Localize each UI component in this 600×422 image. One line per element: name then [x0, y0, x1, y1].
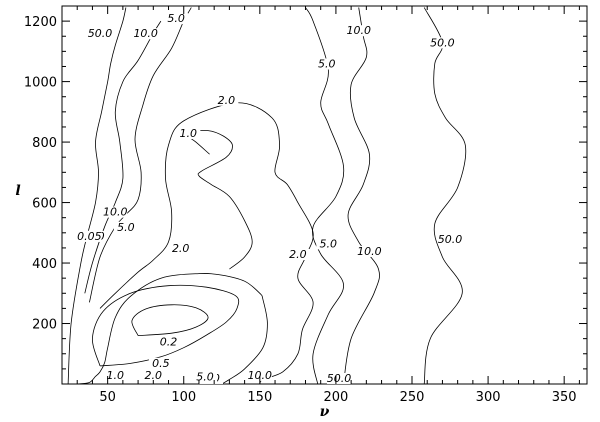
y-tick-label: 1200 — [24, 15, 57, 30]
plot-border — [61, 5, 588, 385]
x-tick-label: 150 — [247, 390, 272, 405]
contour-label: 5.0 — [320, 237, 338, 250]
contour-label: 5.0 — [167, 12, 185, 25]
contour-label-bg — [113, 221, 138, 233]
contour-label-bg — [88, 28, 113, 40]
contour-line — [343, 7, 380, 384]
contour-line — [67, 7, 127, 384]
contour-label: 0.2 — [160, 336, 178, 349]
contour-label: 10.0 — [346, 24, 371, 37]
contour-label: 0.5 — [152, 357, 170, 370]
x-tick-label: 100 — [171, 390, 196, 405]
y-axis: 200 400 600 800 1000 1200 — [24, 5, 587, 370]
contour-label: 50.0 — [430, 36, 455, 49]
plot-frame — [61, 5, 588, 385]
y-axis-label: l — [15, 183, 20, 199]
x-tick-label: 350 — [552, 390, 577, 405]
contour-label: 2.0 — [218, 94, 236, 107]
contour-label-bg — [193, 371, 218, 383]
x-tick-label: 200 — [323, 390, 348, 405]
contour-label-bg — [316, 238, 341, 250]
contour-label-bg — [430, 37, 455, 49]
contour-line — [91, 284, 240, 367]
contour-label: 10.0 — [133, 27, 158, 40]
contour-label: 2.0 — [145, 369, 163, 382]
y-tick-label: 1000 — [24, 76, 57, 91]
contour-label: 50.0 — [327, 372, 352, 385]
x-axis: 50 100 150 200 250 300 350 — [76, 6, 580, 405]
contour-labels: 0.2 0.5 1.0 1.0 2.0 5.0 5.0 10.0 10.0 50.0 50.0 50.… — [77, 12, 462, 385]
contour-label-bg — [164, 13, 189, 25]
contour-line — [187, 130, 253, 270]
y-tick-label: 400 — [32, 257, 57, 272]
contour-lines — [67, 7, 467, 384]
contour-label: 50.0 — [438, 233, 463, 246]
contour-label-bg — [285, 248, 310, 260]
contour-label-bg — [156, 336, 181, 348]
contour-label-bg — [176, 128, 201, 140]
contour-label: 0.05 — [77, 230, 102, 243]
contour-label-bg — [314, 58, 339, 70]
contour-label-bg — [247, 369, 272, 381]
contour-line — [131, 304, 209, 336]
contour-label: 50.0 — [88, 27, 113, 40]
contour-label: 1.0 — [180, 127, 198, 140]
contour-label-bg — [346, 25, 371, 37]
contour-label-bg — [438, 233, 463, 245]
x-tick-label: 250 — [400, 390, 425, 405]
contour-label: 10.0 — [248, 369, 273, 382]
contour-line — [423, 7, 467, 384]
contour-line — [84, 20, 162, 294]
contour-label-bg — [133, 28, 158, 40]
contour-line — [305, 7, 345, 384]
contour-label-bg — [141, 369, 166, 381]
contour-label: 1.0 — [107, 369, 125, 382]
contour-label: 5.0 — [117, 221, 135, 234]
y-tick-label: 200 — [32, 318, 57, 333]
y-tick-label: 800 — [32, 136, 57, 151]
contour-label: 2.0 — [172, 242, 190, 255]
contour-line — [77, 273, 268, 384]
contour-label-bg — [168, 242, 193, 254]
contour-label-bg — [103, 369, 128, 381]
contour-line — [99, 102, 314, 384]
x-axis-label: ν — [320, 404, 330, 420]
contour-label-bg — [326, 372, 351, 384]
contour-line — [89, 7, 192, 303]
x-tick-label: 300 — [476, 390, 501, 405]
contour-label-bg — [357, 245, 382, 257]
contour-label: 2.0 — [289, 248, 307, 261]
contour-label-bg — [214, 94, 239, 106]
contour-label-bg — [103, 206, 128, 218]
contour-label-bg — [77, 230, 102, 242]
contour-label: 10.0 — [357, 245, 382, 258]
contour-label-bg — [148, 357, 173, 369]
contour-label: 5.0 — [318, 57, 336, 70]
x-tick-label: 50 — [99, 390, 116, 405]
contour-label: 10.0 — [103, 206, 128, 219]
contour-label: 5.0 — [196, 370, 214, 383]
y-tick-label: 600 — [32, 197, 57, 212]
